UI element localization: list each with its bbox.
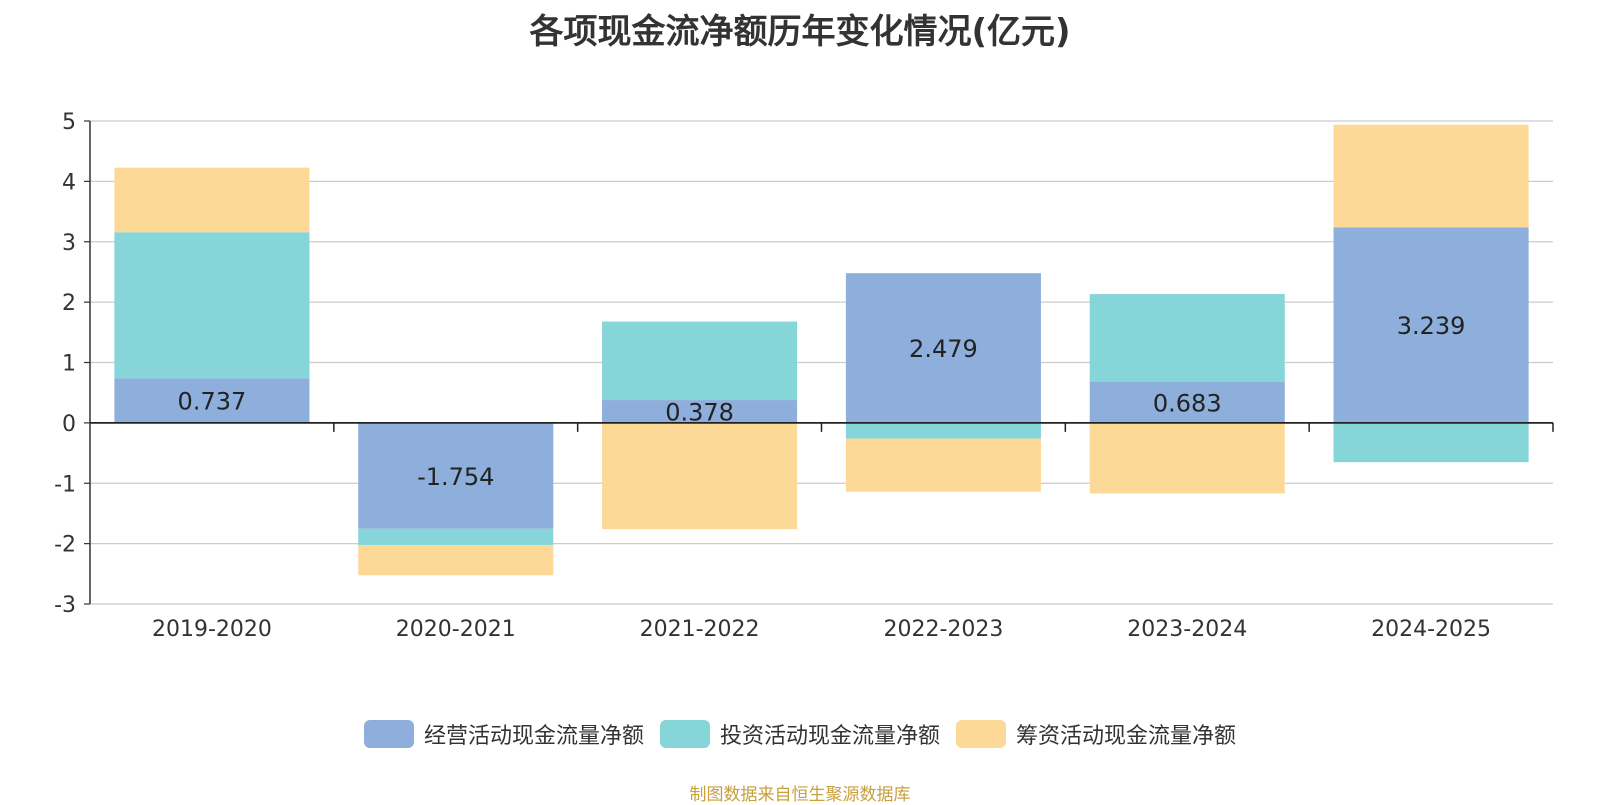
bar-operating xyxy=(1089,381,1285,423)
data-label: 0.683 xyxy=(1153,389,1222,417)
legend-item-operating[interactable]: 经营活动现金流量净额 xyxy=(363,718,644,750)
x-tick-label: 2019-2020 xyxy=(152,617,272,642)
x-tick-label: 2021-2022 xyxy=(640,617,760,642)
y-tick-label: 3 xyxy=(62,231,76,256)
bar-investing xyxy=(1333,422,1529,463)
bar-financing xyxy=(358,545,554,576)
data-label: -1.754 xyxy=(417,463,494,491)
chart-legend: 经营活动现金流量净额 投资活动现金流量净额 筹资活动现金流量净额 xyxy=(0,718,1600,750)
chart-title: 各项现金流净额历年变化情况(亿元) xyxy=(529,12,1071,52)
y-tick-label: -1 xyxy=(54,472,76,497)
x-tick-label: 2020-2021 xyxy=(396,617,516,642)
legend-label-operating: 经营活动现金流量净额 xyxy=(423,724,644,749)
source-note: 制图数据来自恒生聚源数据库 xyxy=(689,785,911,805)
chart-plot: 5 4 3 2 1 0 -1 -2 -3 0.737 2019-2020 -1.754 2020-202… xyxy=(54,110,1554,642)
bar-investing xyxy=(1089,294,1285,382)
bar-financing xyxy=(1333,124,1529,228)
legend-swatch-financing xyxy=(956,720,1006,748)
bar-investing xyxy=(845,422,1041,439)
legend-swatch-investing xyxy=(659,720,710,748)
y-tick-label: 0 xyxy=(62,412,76,437)
bar-investing xyxy=(114,232,310,379)
bar-operating xyxy=(114,378,310,423)
bar-financing xyxy=(602,422,798,530)
bar-operating xyxy=(1333,227,1529,423)
bar-operating xyxy=(845,273,1041,423)
bar-investing xyxy=(358,528,554,546)
y-tick-label: 5 xyxy=(62,110,76,135)
bar-operating xyxy=(602,400,798,423)
x-tick-label: 2023-2024 xyxy=(1127,617,1247,642)
legend-label-investing: 投资活动现金流量净额 xyxy=(719,724,940,749)
data-label: 0.737 xyxy=(178,388,247,416)
data-label: 3.239 xyxy=(1397,312,1466,340)
legend-item-investing[interactable]: 投资活动现金流量净额 xyxy=(659,718,940,750)
x-tick-label: 2022-2023 xyxy=(883,617,1003,642)
bar-financing xyxy=(114,167,310,233)
bar-financing xyxy=(1089,422,1285,494)
data-label: 0.378 xyxy=(665,398,734,426)
y-tick-label: 2 xyxy=(62,291,76,316)
x-tick-label: 2024-2025 xyxy=(1371,617,1491,642)
y-tick-label: -2 xyxy=(54,533,76,558)
y-tick-label: 4 xyxy=(62,170,76,195)
y-tick-label: -3 xyxy=(54,593,76,618)
legend-label-financing: 筹资活动现金流量净额 xyxy=(1016,724,1237,749)
data-label: 2.479 xyxy=(909,335,978,363)
legend-swatch-operating xyxy=(363,720,414,748)
legend-item-financing[interactable]: 筹资活动现金流量净额 xyxy=(956,718,1236,750)
bar-operating xyxy=(358,422,554,529)
bar-financing xyxy=(845,438,1041,492)
bar-investing xyxy=(602,321,798,401)
y-tick-label: 1 xyxy=(62,352,76,377)
